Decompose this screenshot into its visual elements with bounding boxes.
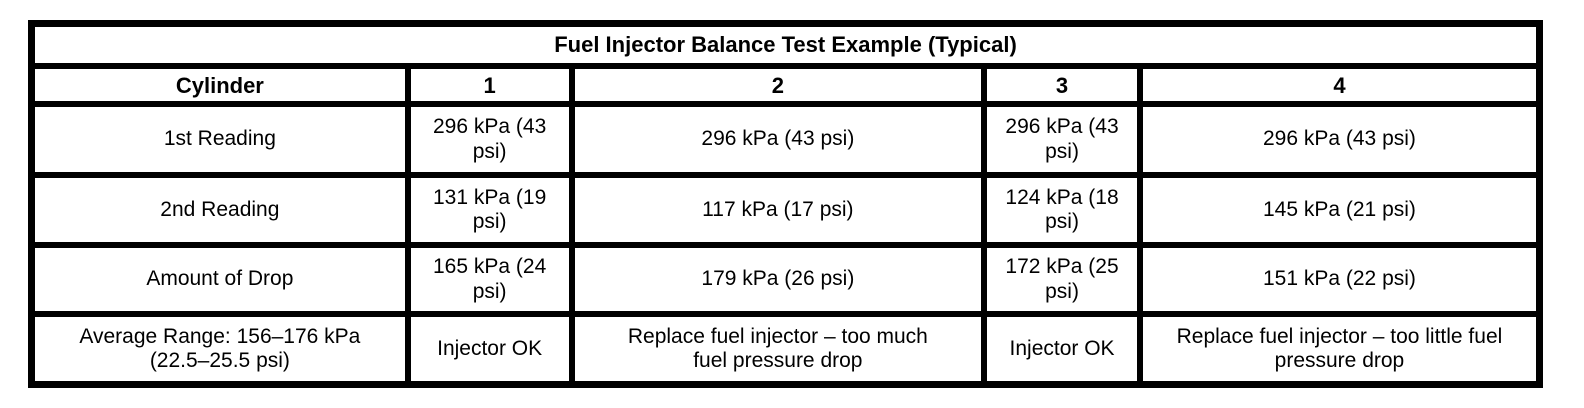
cell-drop-cyl3: 172 kPa (25 psi) bbox=[981, 242, 1143, 317]
cell-first-reading-cyl3: 296 kPa (43 psi) bbox=[981, 101, 1143, 178]
row-label-first-reading: 1st Reading bbox=[28, 101, 411, 178]
second-reading-row: 2nd Reading 131 kPa (19 psi) 117 kPa (17… bbox=[28, 171, 1543, 249]
cell-second-reading-cyl1: 131 kPa (19 psi) bbox=[404, 171, 575, 249]
cell-drop-cyl2: 179 kPa (26 psi) bbox=[568, 242, 988, 317]
cell-second-reading-cyl3: 124 kPa (18 psi) bbox=[981, 171, 1143, 249]
cell-first-reading-cyl1: 296 kPa (43 psi) bbox=[404, 101, 575, 178]
cell-second-reading-cyl4: 145 kPa (21 psi) bbox=[1136, 171, 1543, 249]
cell-drop-cyl4: 151 kPa (22 psi) bbox=[1136, 242, 1543, 317]
first-reading-row: 1st Reading 296 kPa (43 psi) 296 kPa (43… bbox=[28, 101, 1543, 178]
col-header-cylinder: Cylinder bbox=[28, 63, 411, 108]
cell-first-reading-cyl4: 296 kPa (43 psi) bbox=[1136, 101, 1543, 178]
row-label-amount-of-drop: Amount of Drop bbox=[28, 242, 411, 317]
table-title: Fuel Injector Balance Test Example (Typi… bbox=[28, 20, 1543, 70]
table-header-row: Cylinder 1 2 3 4 bbox=[28, 63, 1543, 108]
result-row: Average Range: 156–176 kPa (22.5–25.5 ps… bbox=[28, 310, 1543, 388]
col-header-cyl-3: 3 bbox=[981, 63, 1143, 108]
col-header-cyl-4: 4 bbox=[1136, 63, 1543, 108]
cell-drop-cyl1: 165 kPa (24 psi) bbox=[404, 242, 575, 317]
cell-verdict-cyl3: Injector OK bbox=[981, 310, 1143, 388]
cell-verdict-cyl1: Injector OK bbox=[404, 310, 575, 388]
fuel-injector-balance-table: Fuel Injector Balance Test Example (Typi… bbox=[28, 20, 1543, 388]
cell-verdict-cyl4: Replace fuel injector – too little fuel … bbox=[1136, 310, 1543, 388]
col-header-cyl-1: 1 bbox=[404, 63, 575, 108]
row-label-average-range: Average Range: 156–176 kPa (22.5–25.5 ps… bbox=[28, 310, 411, 388]
col-header-cyl-2: 2 bbox=[568, 63, 988, 108]
cell-first-reading-cyl2: 296 kPa (43 psi) bbox=[568, 101, 988, 178]
table-title-row: Fuel Injector Balance Test Example (Typi… bbox=[28, 20, 1543, 70]
amount-of-drop-row: Amount of Drop 165 kPa (24 psi) 179 kPa … bbox=[28, 242, 1543, 317]
row-label-second-reading: 2nd Reading bbox=[28, 171, 411, 249]
cell-verdict-cyl2: Replace fuel injector – too much fuel pr… bbox=[568, 310, 988, 388]
cell-second-reading-cyl2: 117 kPa (17 psi) bbox=[568, 171, 988, 249]
